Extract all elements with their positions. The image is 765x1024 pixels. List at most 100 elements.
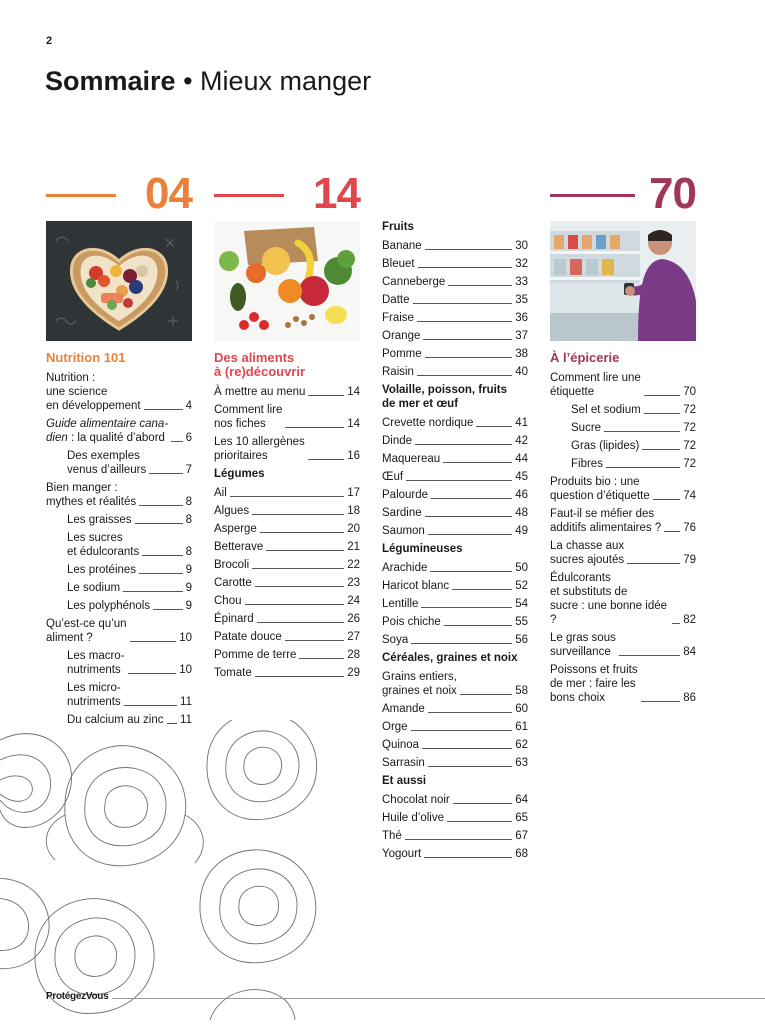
toc-entry[interactable]: Canneberge 33 bbox=[382, 275, 528, 289]
toc-entry[interactable]: Crevette nordique 41 bbox=[382, 416, 528, 430]
toc-entry-page: 35 bbox=[515, 294, 528, 306]
toc-entry[interactable]: Les macro- nutriments 10 bbox=[46, 649, 192, 677]
toc-entry[interactable]: Yogourt 68 bbox=[382, 847, 528, 861]
toc-entry[interactable]: Palourde 46 bbox=[382, 488, 528, 502]
toc-entry[interactable]: Quinoa 62 bbox=[382, 738, 528, 752]
toc-entry[interactable]: Brocoli 22 bbox=[214, 558, 360, 572]
toc-entry[interactable]: Les polyphénols 9 bbox=[46, 599, 192, 613]
leader-line bbox=[139, 505, 183, 506]
toc-entry[interactable]: Des exemples venus d’ailleurs 7 bbox=[46, 449, 192, 477]
toc-entry-page: 8 bbox=[185, 496, 192, 508]
toc-entry[interactable]: Saumon 49 bbox=[382, 524, 528, 538]
toc-entry[interactable]: Tomate 29 bbox=[214, 666, 360, 680]
toc-entry[interactable]: Chocolat noir 64 bbox=[382, 793, 528, 807]
toc-entry[interactable]: Le sodium 9 bbox=[46, 581, 192, 595]
toc-entry-page: 65 bbox=[515, 812, 528, 824]
toc-entry[interactable]: Édulcorants et substituts de sucre : une… bbox=[550, 571, 696, 627]
toc-entry[interactable]: Pois chiche 55 bbox=[382, 615, 528, 629]
toc-entry-label: Crevette nordique bbox=[382, 417, 474, 429]
toc-entry[interactable]: Maquereau 44 bbox=[382, 452, 528, 466]
toc-list: Nutrition : une science en développement… bbox=[46, 371, 192, 727]
toc-entry-page: 7 bbox=[185, 464, 192, 476]
toc-entry-page: 68 bbox=[515, 848, 528, 860]
toc-entry[interactable]: Sardine 48 bbox=[382, 506, 528, 520]
toc-entry[interactable]: Comment lire une étiquette 70 bbox=[550, 371, 696, 399]
toc-entry[interactable]: Faut-il se méfier des additifs alimentai… bbox=[550, 507, 696, 535]
toc-entry[interactable]: Nutrition : une science en développement… bbox=[46, 371, 192, 413]
toc-entry[interactable]: Asperge 20 bbox=[214, 522, 360, 536]
toc-entry[interactable]: Thé 67 bbox=[382, 829, 528, 843]
toc-entry[interactable]: Orge 61 bbox=[382, 720, 528, 734]
leader-line bbox=[618, 655, 681, 656]
leader-line bbox=[643, 413, 681, 414]
toc-entry[interactable]: Pomme 38 bbox=[382, 347, 528, 361]
toc-entry-label: Pomme bbox=[382, 348, 422, 360]
toc-entry[interactable]: Dinde 42 bbox=[382, 434, 528, 448]
toc-entry[interactable]: Betterave 21 bbox=[214, 540, 360, 554]
toc-entry[interactable]: Sucre 72 bbox=[550, 421, 696, 435]
toc-entry[interactable]: Sarrasin 63 bbox=[382, 756, 528, 770]
toc-entry[interactable]: Les graisses 8 bbox=[46, 513, 192, 527]
toc-entry[interactable]: Orange 37 bbox=[382, 329, 528, 343]
toc-entry[interactable]: Œuf 45 bbox=[382, 470, 528, 484]
toc-entry[interactable]: Le gras sous surveillance 84 bbox=[550, 631, 696, 659]
toc-entry-label: Chocolat noir bbox=[382, 794, 450, 806]
toc-entry[interactable]: Du calcium au zinc 11 bbox=[46, 713, 192, 727]
toc-entry-label: Carotte bbox=[214, 577, 252, 589]
leader-line bbox=[166, 723, 178, 724]
toc-entry[interactable]: Pomme de terre 28 bbox=[214, 648, 360, 662]
toc-entry-page: 9 bbox=[185, 564, 192, 576]
section-nutrition: 04 Nutrition 101 Nutrition : une science… bbox=[46, 170, 193, 731]
category-legumineuses: Légumineuses bbox=[382, 543, 463, 555]
toc-entry[interactable]: Bleuet 32 bbox=[382, 257, 528, 271]
toc-entry[interactable]: Raisin 40 bbox=[382, 365, 528, 379]
toc-entry-label: Chou bbox=[214, 595, 242, 607]
toc-entry[interactable]: La chasse aux sucres ajoutés 79 bbox=[550, 539, 696, 567]
toc-entry[interactable]: Les 10 allergènes prioritaires 16 bbox=[214, 435, 360, 463]
toc-entry-page: 64 bbox=[515, 794, 528, 806]
toc-entry[interactable]: Les protéines 9 bbox=[46, 563, 192, 577]
leader-line bbox=[640, 701, 681, 702]
toc-entry-page: 8 bbox=[185, 546, 192, 558]
toc-entry[interactable]: Amande 60 bbox=[382, 702, 528, 716]
toc-entry[interactable]: Fraise 36 bbox=[382, 311, 528, 325]
toc-entry[interactable]: Les sucres et édulcorants 8 bbox=[46, 531, 192, 559]
toc-entry[interactable]: Poissons et fruits de mer : faire les bo… bbox=[550, 663, 696, 705]
toc-entry[interactable]: Épinard 26 bbox=[214, 612, 360, 626]
toc-entry-label: Arachide bbox=[382, 562, 428, 574]
toc-entry[interactable]: Carotte 23 bbox=[214, 576, 360, 590]
toc-entry-page: 14 bbox=[347, 418, 360, 430]
section-aliments-continued: Fruits Banane 30 Bleuet 32 Canneberge 33 Datte… bbox=[382, 218, 528, 865]
fruits-vegetables-photo bbox=[214, 221, 360, 341]
toc-entry-page: 36 bbox=[515, 312, 528, 324]
toc-entry-page: 28 bbox=[347, 649, 360, 661]
toc-entry[interactable]: Sel et sodium 72 bbox=[550, 403, 696, 417]
toc-entry[interactable]: Produits bio : une question d’étiquette 7… bbox=[550, 475, 696, 503]
toc-entry[interactable]: Ail 17 bbox=[214, 486, 360, 500]
toc-entry-page: 24 bbox=[347, 595, 360, 607]
toc-entry[interactable]: Arachide 50 bbox=[382, 561, 528, 575]
toc-entry[interactable]: Haricot blanc 52 bbox=[382, 579, 528, 593]
toc-entry[interactable]: Grains entiers, graines et noix 58 bbox=[382, 670, 528, 698]
leader-line bbox=[422, 748, 513, 749]
toc-entry[interactable]: Banane 30 bbox=[382, 239, 528, 253]
toc-entry[interactable]: Comment lire nos fiches 14 bbox=[214, 403, 360, 431]
leader-line bbox=[139, 573, 183, 574]
toc-entry[interactable]: Chou 24 bbox=[214, 594, 360, 608]
toc-entry[interactable]: Soya 56 bbox=[382, 633, 528, 647]
toc-entry-page: 86 bbox=[683, 692, 696, 704]
toc-entry[interactable]: Guide alimentaire cana- dien : la qualit… bbox=[46, 417, 192, 445]
toc-entry[interactable]: Patate douce 27 bbox=[214, 630, 360, 644]
toc-entry[interactable]: Gras (lipides) 72 bbox=[550, 439, 696, 453]
toc-entry[interactable]: Fibres 72 bbox=[550, 457, 696, 471]
leader-line bbox=[627, 563, 681, 564]
toc-entry[interactable]: Bien manger : mythes et réalités 8 bbox=[46, 481, 192, 509]
toc-entry[interactable]: Les micro- nutriments 11 bbox=[46, 681, 192, 709]
toc-entry[interactable]: Algues 18 bbox=[214, 504, 360, 518]
toc-entry[interactable]: Lentille 54 bbox=[382, 597, 528, 611]
toc-entry[interactable]: Datte 35 bbox=[382, 293, 528, 307]
section-title: À l’épicerie bbox=[550, 350, 620, 365]
toc-entry[interactable]: Qu’est-ce qu’un aliment ? 10 bbox=[46, 617, 192, 645]
toc-entry[interactable]: À mettre au menu 14 bbox=[214, 385, 360, 399]
toc-entry[interactable]: Huile d’olive 65 bbox=[382, 811, 528, 825]
